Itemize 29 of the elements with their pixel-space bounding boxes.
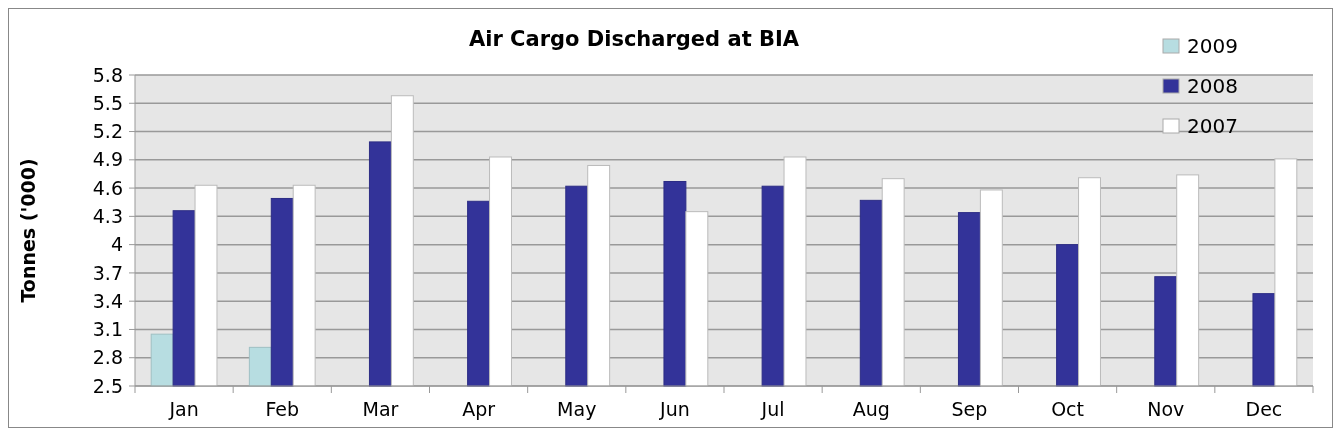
x-tick-label: Aug [852, 398, 890, 420]
x-tick-label: Apr [462, 398, 496, 420]
x-tick-label: May [557, 398, 597, 420]
y-tick-label: 4 [110, 233, 123, 256]
y-tick-label: 5.8 [92, 63, 123, 86]
x-tick-label: Jun [659, 398, 690, 420]
y-tick-label: 5.2 [92, 120, 123, 143]
x-tick-label: Jul [760, 398, 785, 420]
y-tick-label: 5.5 [92, 91, 123, 114]
y-tick-label: 2.8 [92, 346, 123, 369]
y-tick-label: 4.6 [92, 176, 123, 199]
x-tick-label: Oct [1051, 398, 1085, 420]
x-tick-label: Dec [1245, 398, 1283, 420]
y-axis-title: Tonnes ('000) [17, 158, 39, 303]
y-tick-label: 4.9 [92, 148, 123, 171]
x-tick-label: Jan [168, 398, 199, 420]
x-tick-label: Sep [951, 398, 988, 420]
chart-title: Air Cargo Discharged at BIA [468, 27, 800, 51]
y-tick-label: 3.7 [92, 261, 123, 284]
y-tick-label: 3.4 [92, 289, 123, 312]
legend-label: 2007 [1187, 114, 1238, 138]
legend-label: 2009 [1187, 34, 1238, 58]
y-tick-label: 4.3 [92, 205, 123, 228]
legend-label: 2008 [1187, 74, 1238, 98]
y-tick-label: 2.5 [92, 374, 123, 397]
x-tick-label: Feb [265, 398, 300, 420]
y-tick-label: 3.1 [92, 318, 123, 341]
x-tick-label: Nov [1147, 398, 1185, 420]
x-tick-label: Mar [362, 398, 399, 420]
